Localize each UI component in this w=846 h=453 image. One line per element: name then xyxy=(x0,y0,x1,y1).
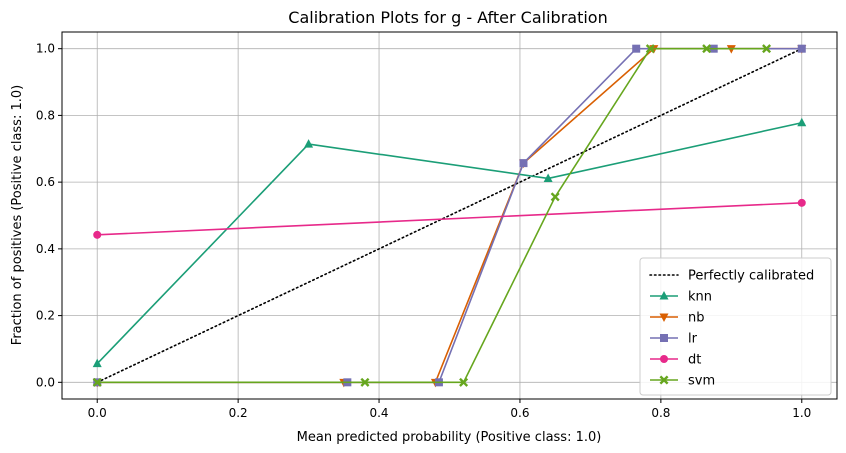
legend-label: lr xyxy=(688,332,698,347)
legend-label: Perfectly calibrated xyxy=(688,269,814,284)
dt-point xyxy=(93,230,102,239)
legend-label: knn xyxy=(688,290,712,305)
legend-marker-knn xyxy=(659,291,669,300)
axis-ticks: 0.0 0.2 0.4 0.6 0.8 1.0 0.0 0.2 0.4 0.6 0.8 1.0 xyxy=(36,42,811,420)
svm-point xyxy=(550,192,560,202)
knn-point xyxy=(543,173,553,182)
knn-point xyxy=(92,358,102,368)
x-axis-label: Mean predicted probability (Positive cla… xyxy=(297,430,602,445)
knn-line xyxy=(96,121,802,365)
x-tick-label: 1.0 xyxy=(792,406,811,420)
x-tick-label: 0.2 xyxy=(229,406,248,420)
svm-point xyxy=(702,44,712,54)
lr-point xyxy=(519,159,528,168)
legend-box xyxy=(639,257,832,396)
series-group xyxy=(92,44,807,388)
y-tick-label: 0.8 xyxy=(36,108,55,122)
lr-point xyxy=(632,44,641,53)
legend-marker-nb xyxy=(659,313,669,322)
legend-label: nb xyxy=(688,311,705,326)
legend-label: dt xyxy=(688,353,701,368)
svm-point xyxy=(92,377,102,387)
dt-line xyxy=(97,202,802,236)
series-svm xyxy=(92,44,772,387)
legend-marker-lr xyxy=(660,334,668,342)
dt-point xyxy=(797,198,806,207)
y-tick-label: 0.6 xyxy=(36,175,55,189)
plot-frame xyxy=(61,31,838,400)
series-dt xyxy=(93,198,806,239)
x-tick-label: 0.4 xyxy=(369,406,388,420)
chart-title: Calibration Plots for g - After Calibrat… xyxy=(288,8,607,27)
legend-label: svm xyxy=(688,374,715,389)
svm-point xyxy=(762,44,772,54)
x-tick-label: 0.0 xyxy=(88,406,107,420)
legend: Perfectly calibrated knn nb lr dt svm xyxy=(639,257,832,396)
knn-point xyxy=(797,117,807,127)
svm-point xyxy=(459,377,469,387)
perfectly-calibrated-line xyxy=(96,47,803,384)
y-tick-label: 1.0 xyxy=(36,42,55,56)
legend-marker-dt xyxy=(660,355,668,363)
x-tick-label: 0.6 xyxy=(510,406,529,420)
legend-marker-svm xyxy=(659,375,669,385)
reference-line-group xyxy=(96,47,803,384)
svm-point xyxy=(360,377,370,387)
y-axis-label: Fraction of positives (Positive class: 1… xyxy=(10,85,25,345)
lr-point xyxy=(797,44,806,53)
knn-point xyxy=(304,139,314,148)
svm-point xyxy=(645,44,655,54)
y-tick-label: 0.4 xyxy=(36,242,55,256)
x-tick-label: 0.8 xyxy=(651,406,670,420)
y-tick-label: 0.0 xyxy=(36,375,55,389)
series-knn xyxy=(92,117,807,368)
y-tick-label: 0.2 xyxy=(36,309,55,323)
